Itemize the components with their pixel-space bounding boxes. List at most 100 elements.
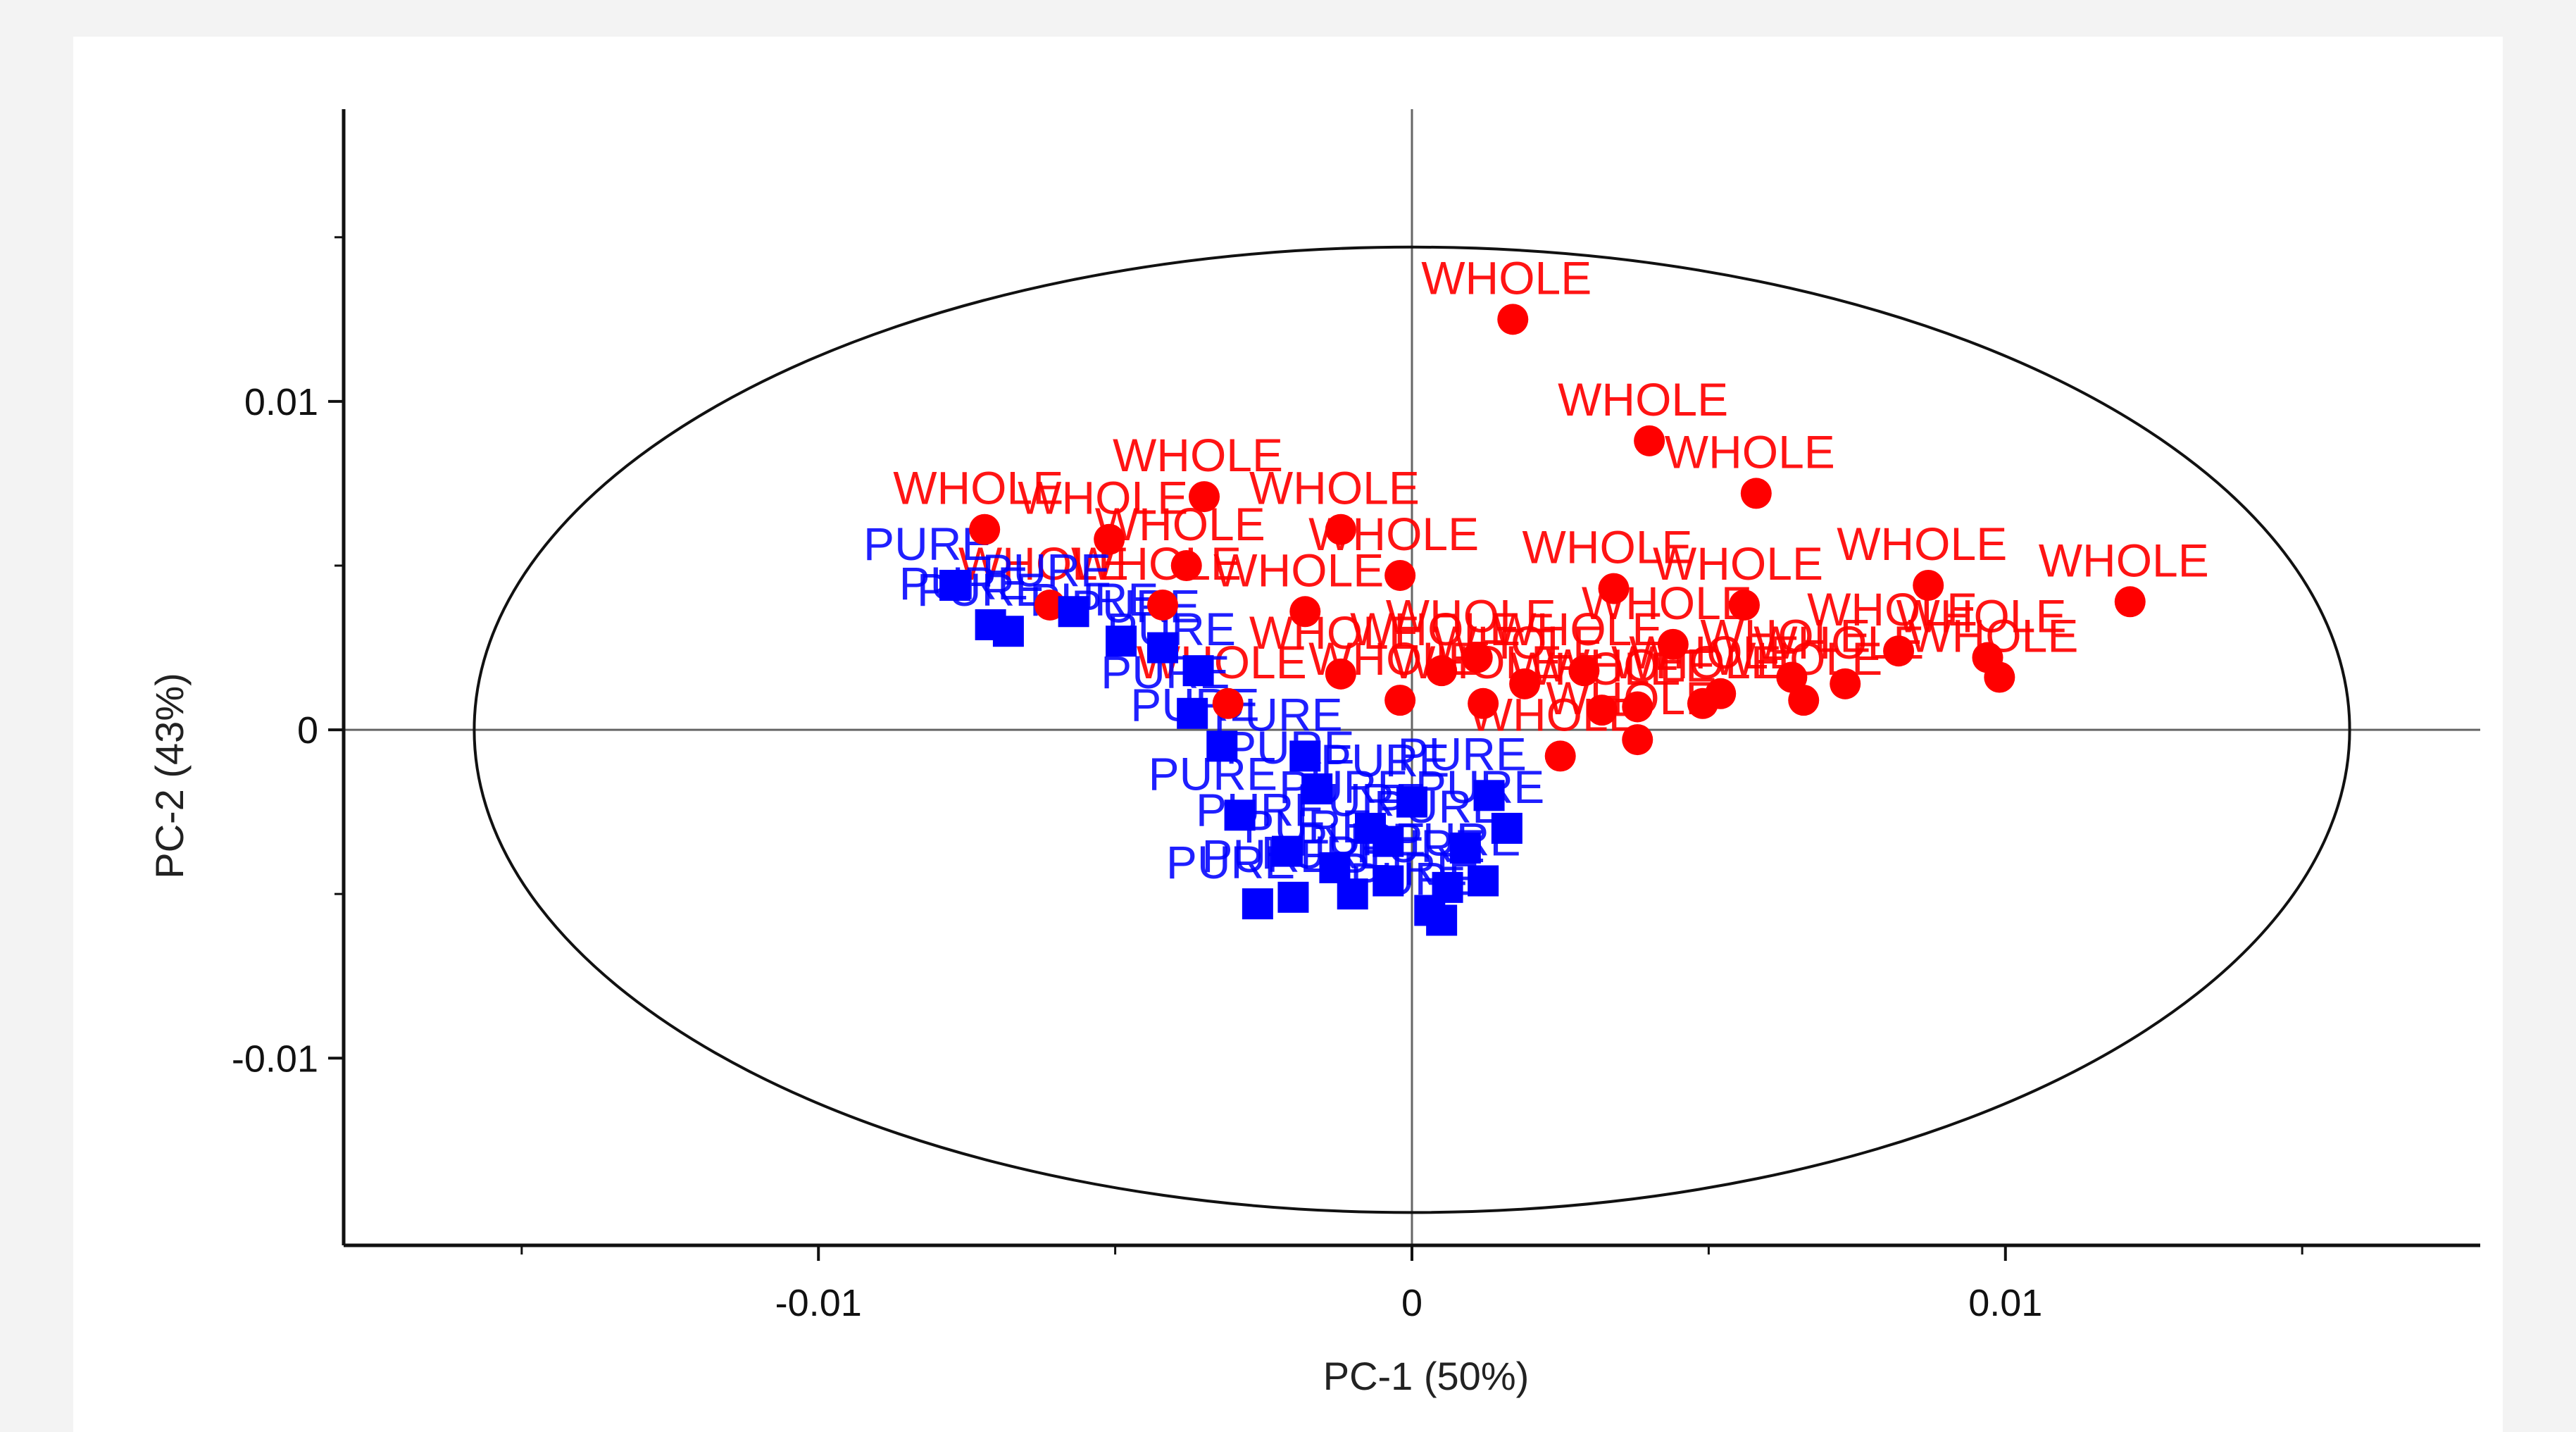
circle-marker — [1034, 589, 1065, 621]
point-label: WHOLE — [1611, 636, 1782, 688]
chart-panel — [73, 37, 2503, 1432]
circle-marker — [1622, 724, 1653, 756]
x-tick-label: 0 — [1401, 1282, 1423, 1324]
point-label: WHOLE — [1629, 626, 1799, 678]
point-label: WHOLE — [893, 462, 1063, 514]
y-tick-label: -0.01 — [232, 1038, 318, 1080]
marker-layer — [939, 304, 2146, 936]
square-marker — [1206, 730, 1238, 762]
square-marker — [1373, 865, 1404, 897]
x-tick-label: 0.01 — [1968, 1282, 2042, 1324]
square-marker — [1426, 904, 1458, 936]
point-label: PURE — [1320, 735, 1449, 787]
point-label: WHOLE — [1807, 583, 1977, 635]
point-label: WHOLE — [1018, 472, 1188, 524]
circle-marker — [1598, 573, 1630, 604]
point-label: WHOLE — [1249, 462, 1420, 514]
circle-marker — [1883, 635, 1915, 667]
circle-marker — [1094, 523, 1125, 555]
x-tick-label: -0.01 — [775, 1282, 862, 1324]
square-marker — [1432, 871, 1463, 903]
circle-marker — [1788, 685, 1820, 716]
square-marker — [1289, 740, 1321, 772]
point-label: WHOLE — [1558, 373, 1728, 425]
hotelling-ellipse — [473, 245, 2351, 1214]
circle-marker — [1189, 481, 1220, 513]
square-marker — [1468, 865, 1499, 897]
point-label: WHOLE — [1523, 521, 1693, 573]
x-axis-title: PC-1 (50%) — [1323, 1354, 1530, 1398]
square-marker — [1319, 852, 1351, 883]
circle-marker — [2114, 586, 2146, 618]
circle-marker — [1461, 642, 1493, 673]
circle-marker — [1728, 589, 1760, 621]
circle-marker — [1147, 589, 1179, 621]
circle-marker — [1289, 596, 1321, 628]
point-label: WHOLE — [1213, 544, 1384, 596]
point-label: WHOLE — [1113, 429, 1283, 481]
circle-marker — [1657, 628, 1689, 660]
point-label: WHOLE — [1837, 518, 2007, 570]
point-label: WHOLE — [2039, 534, 2209, 586]
circle-marker — [1212, 687, 1244, 719]
square-marker — [1177, 697, 1208, 729]
circle-marker — [1468, 687, 1499, 719]
point-label: WHOLE — [1249, 606, 1420, 659]
point-label: PURE — [982, 544, 1111, 596]
point-label: WHOLE — [1665, 425, 1835, 478]
point-label: PURE — [1243, 800, 1372, 852]
square-marker — [1396, 786, 1427, 818]
circle-marker — [1972, 642, 2003, 673]
circle-marker — [1586, 695, 1618, 726]
circle-marker — [1509, 668, 1541, 699]
axes-layer — [328, 109, 2480, 1261]
point-label: WHOLE — [1653, 537, 1823, 590]
point-label: PURE — [917, 564, 1046, 616]
tick-label-layer: -0.01 0 0.01 0.01 0 -0.01 — [232, 381, 2042, 1324]
circle-marker — [1497, 304, 1529, 335]
square-marker — [1272, 835, 1303, 867]
square-marker — [1058, 596, 1089, 628]
circle-marker — [1325, 513, 1356, 545]
square-marker — [1242, 888, 1273, 920]
circle-marker — [1170, 549, 1202, 581]
circle-marker — [1384, 685, 1416, 716]
circle-marker — [1776, 661, 1808, 693]
square-marker — [1337, 878, 1368, 910]
circle-marker — [1544, 740, 1576, 772]
point-label: WHOLE — [1421, 251, 1592, 304]
point-label: WHOLE — [1700, 610, 1870, 662]
square-marker — [1449, 832, 1481, 864]
y-axis-title: PC-2 (43%) — [147, 673, 192, 879]
square-marker — [1147, 632, 1179, 664]
square-marker — [992, 616, 1024, 647]
confidence-ellipse-layer — [473, 245, 2351, 1214]
square-marker — [1224, 799, 1256, 831]
point-label-layer: WHOLEWHOLEWHOLEWHOLEWHOLEWHOLEWHOLEWHOLE… — [863, 251, 2209, 904]
square-marker — [939, 569, 971, 601]
square-marker — [1106, 625, 1137, 657]
circle-marker — [1830, 668, 1861, 699]
square-marker — [1491, 812, 1523, 844]
y-tick-label: 0.01 — [244, 381, 318, 423]
point-label: WHOLE — [1386, 590, 1556, 642]
circle-marker — [1325, 658, 1356, 690]
circle-marker — [1568, 655, 1600, 687]
circle-marker — [1634, 425, 1665, 456]
point-label: WHOLE — [1350, 603, 1520, 655]
circle-marker — [1740, 478, 1772, 509]
square-marker — [1473, 780, 1505, 811]
circle-marker — [1426, 655, 1458, 687]
square-marker — [1277, 881, 1309, 913]
circle-marker — [1913, 569, 1944, 601]
circle-marker — [1687, 687, 1718, 719]
circle-marker — [1384, 559, 1416, 591]
point-label: PURE — [1071, 580, 1200, 633]
square-marker — [1301, 773, 1333, 805]
point-label: WHOLE — [1492, 603, 1663, 655]
square-marker — [1373, 826, 1404, 857]
point-label: PURE — [1398, 728, 1527, 780]
square-marker — [1182, 655, 1214, 687]
